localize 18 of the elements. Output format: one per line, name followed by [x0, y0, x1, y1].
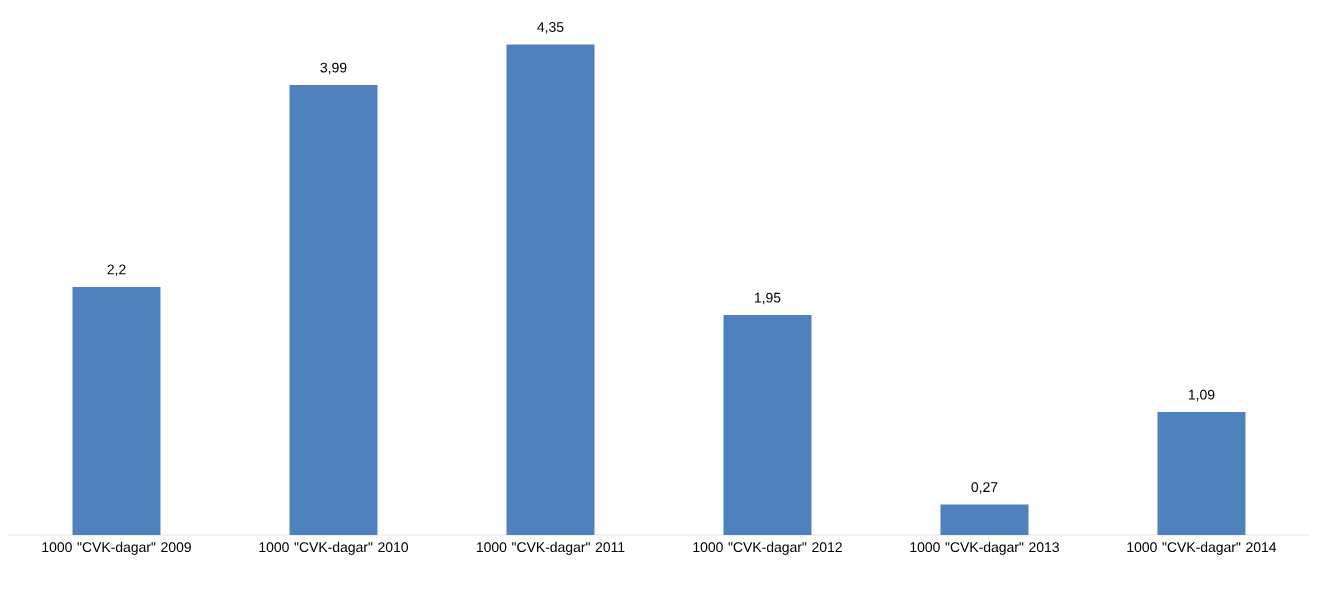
bar [940, 504, 1029, 535]
x-tick-label: 1000 "CVK-dagar" 2011 [476, 541, 625, 555]
bar [1157, 412, 1246, 535]
bar [506, 44, 595, 535]
x-tick-label: 1000 "CVK-dagar" 2010 [259, 541, 409, 555]
bar [723, 315, 812, 535]
data-label: 2,2 [107, 264, 126, 277]
x-tick-label: 1000 "CVK-dagar" 2012 [693, 541, 842, 555]
x-tick-label: 1000 "CVK-dagar" 2014 [1127, 541, 1277, 555]
bar [72, 286, 161, 535]
data-label: 1,09 [1188, 389, 1215, 402]
data-label: 0,27 [971, 482, 998, 494]
x-tick-label: 1000 "CVK-dagar" 2009 [42, 541, 191, 555]
data-label: 4,35 [537, 22, 564, 34]
x-tick-label: 1000 "CVK-dagar" 2013 [910, 541, 1059, 555]
bar [289, 85, 378, 535]
data-label: 3,99 [320, 62, 347, 75]
data-label: 1,95 [754, 292, 781, 305]
